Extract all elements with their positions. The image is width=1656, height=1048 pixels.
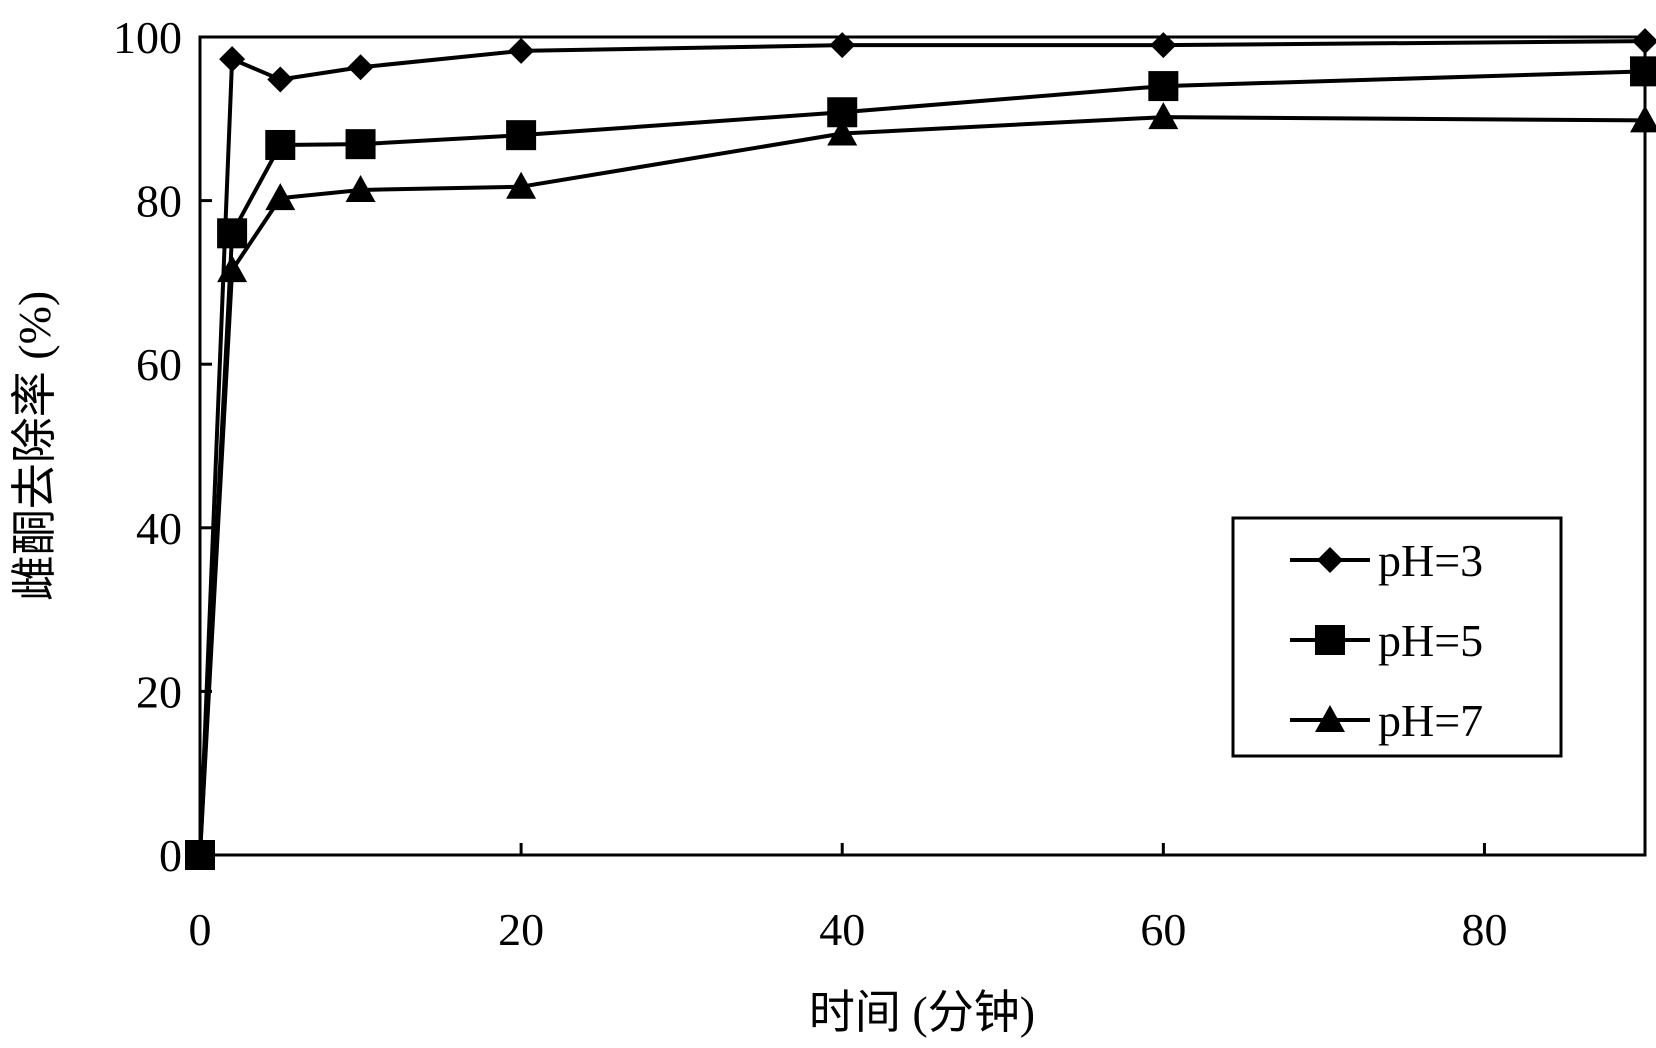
legend-items: pH=3 pH=5 pH=7 [1290,535,1483,746]
x-tick-label: 80 [1461,904,1507,955]
y-axis-title: 雌酮去除率 (%) [9,291,60,601]
data-point [1630,56,1656,87]
data-point [1630,105,1656,133]
data-point [219,46,246,73]
legend-marker [1315,625,1345,655]
legend: pH=3 pH=5 pH=7 [1231,516,1563,758]
data-point [829,32,856,59]
x-tick-label: 60 [1140,904,1186,955]
y-tick-label: 100 [113,12,182,63]
legend-item: pH=7 [1290,695,1483,746]
data-point [185,840,215,867]
data-point [827,118,858,146]
legend-label: pH=7 [1378,695,1483,746]
series-layer [185,28,1656,870]
series-3 [185,102,1656,867]
data-point [217,218,248,249]
series-2 [185,56,1656,870]
data-point [265,183,296,211]
legend-item: pH=3 [1290,535,1483,586]
data-point [508,37,535,64]
x-tick-label: 0 [189,904,212,955]
x-tick-label: 40 [819,904,865,955]
data-point [1632,28,1656,55]
data-point [267,66,294,93]
axis-ticks: 0 20 40 60 80 100 0 20 40 60 80 [113,12,1507,955]
legend-item: pH=5 [1290,615,1483,666]
legend-marker [1317,547,1343,573]
y-tick-label: 20 [136,666,182,717]
series-line [198,115,1646,856]
data-point [1148,102,1179,130]
data-point [265,129,296,160]
y-tick-label: 80 [136,176,182,227]
y-tick-label: 60 [136,339,182,390]
x-tick-label: 20 [498,904,544,955]
data-point [1148,71,1179,102]
data-point [347,54,374,81]
data-point [345,174,376,202]
data-point [345,129,376,160]
x-axis-title: 时间 (分钟) [809,987,1035,1038]
y-tick-label: 40 [136,503,182,554]
y-tick-label: 0 [159,830,182,881]
legend-box [1231,516,1563,758]
data-point [506,120,537,151]
legend-marker [1315,705,1345,732]
legend-label: pH=5 [1378,615,1483,666]
data-point [506,171,537,199]
legend-label: pH=3 [1378,535,1483,586]
data-point [217,255,248,283]
data-point [1150,32,1177,59]
